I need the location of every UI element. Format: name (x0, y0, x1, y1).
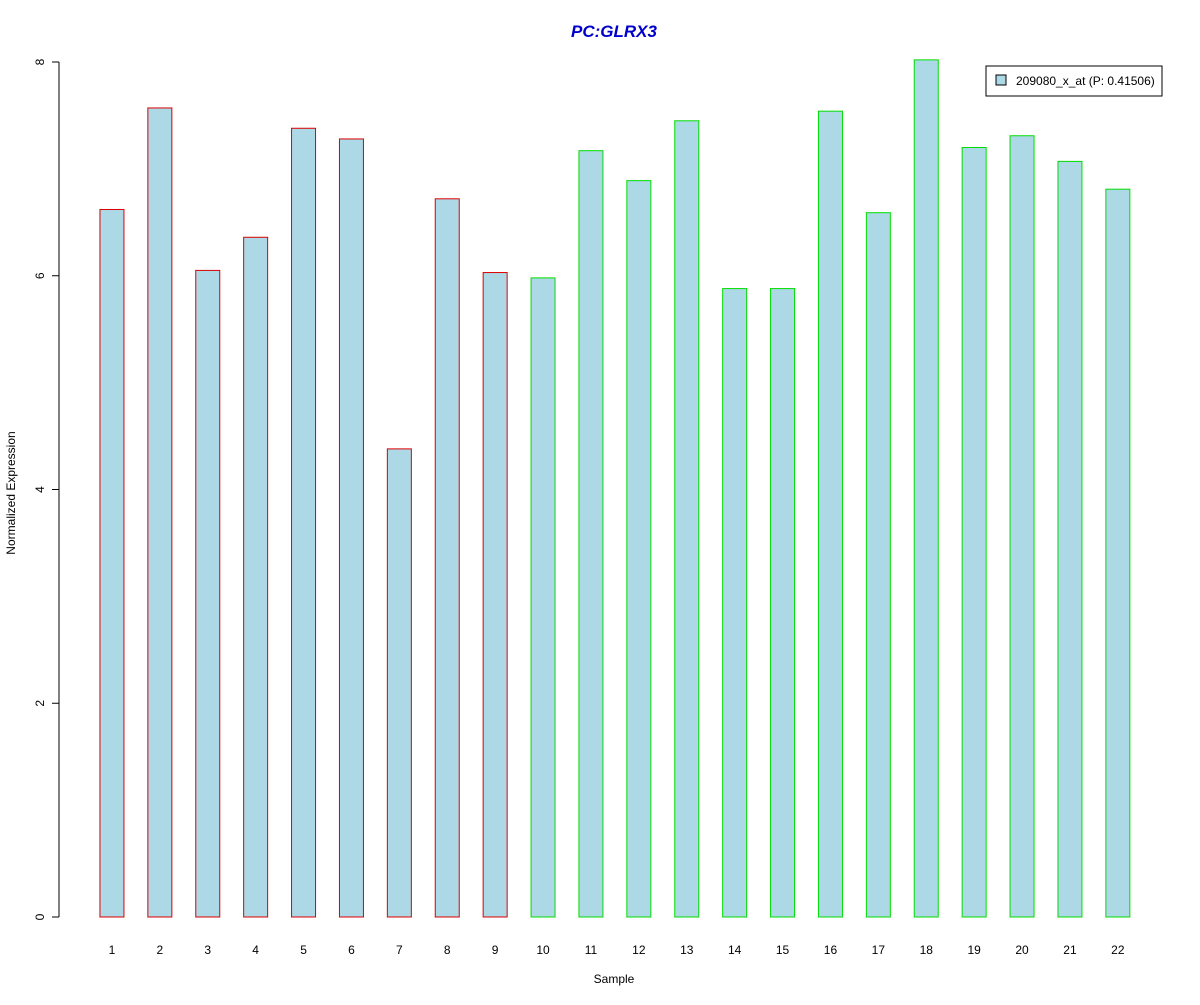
y-tick-label: 6 (33, 272, 47, 279)
bar-sample-7 (386, 448, 412, 918)
bar-sample-11 (578, 150, 604, 918)
x-tick-label: 13 (680, 943, 694, 957)
bar-sample-8 (434, 198, 460, 918)
bar-sample-10 (530, 277, 556, 918)
chart-title: PC:GLRX3 (571, 22, 658, 41)
x-tick-label: 6 (348, 943, 355, 957)
bar-sample-14 (722, 288, 748, 918)
x-tick-label: 18 (920, 943, 934, 957)
legend-box (985, 65, 1163, 97)
x-tick-label: 2 (157, 943, 164, 957)
bar-sample-19 (961, 147, 987, 918)
x-tick-label: 22 (1111, 943, 1125, 957)
x-tick-label: 16 (824, 943, 838, 957)
x-tick-label: 21 (1063, 943, 1077, 957)
bar-sample-17 (865, 212, 891, 918)
x-tick-label: 8 (444, 943, 451, 957)
bar-sample-3 (195, 269, 221, 918)
x-tick-label: 20 (1015, 943, 1029, 957)
bar-sample-4 (243, 236, 269, 918)
x-tick-label: 15 (776, 943, 790, 957)
bar-sample-5 (291, 127, 317, 918)
legend: 209080_x_at (P: 0.41506) (985, 65, 1163, 97)
bar-sample-9 (482, 272, 508, 918)
x-axis-label: Sample (594, 972, 635, 986)
bar-sample-22 (1105, 188, 1131, 918)
bar-sample-20 (1009, 135, 1035, 918)
bar-sample-15 (770, 288, 796, 918)
y-axis-label: Normalized Expression (4, 431, 18, 554)
y-tick-label: 8 (33, 58, 47, 65)
legend-label: 209080_x_at (P: 0.41506) (1016, 74, 1155, 88)
bar-sample-1 (99, 208, 125, 918)
x-tick-label: 9 (492, 943, 499, 957)
bar-sample-12 (626, 180, 652, 918)
x-tick-label: 5 (300, 943, 307, 957)
x-tick-label: 7 (396, 943, 403, 957)
x-tick-label: 11 (585, 943, 598, 957)
y-tick-label: 2 (33, 700, 47, 707)
y-tick-label: 0 (33, 913, 47, 920)
x-tick-label: 10 (536, 943, 550, 957)
bar-sample-21 (1057, 160, 1083, 918)
x-tick-label: 17 (872, 943, 886, 957)
x-tick-label: 12 (632, 943, 646, 957)
bar-sample-6 (338, 138, 364, 918)
bar-sample-16 (817, 110, 843, 918)
x-tick-label: 3 (204, 943, 211, 957)
x-tick-label: 19 (967, 943, 981, 957)
x-tick-label: 4 (252, 943, 259, 957)
x-tick-label: 1 (109, 943, 116, 957)
y-tick-label: 4 (33, 486, 47, 493)
bar-sample-13 (674, 120, 700, 918)
legend-swatch (995, 74, 1007, 86)
bar-sample-18 (913, 59, 939, 918)
x-tick-label: 14 (728, 943, 742, 957)
bar-sample-2 (147, 107, 173, 918)
